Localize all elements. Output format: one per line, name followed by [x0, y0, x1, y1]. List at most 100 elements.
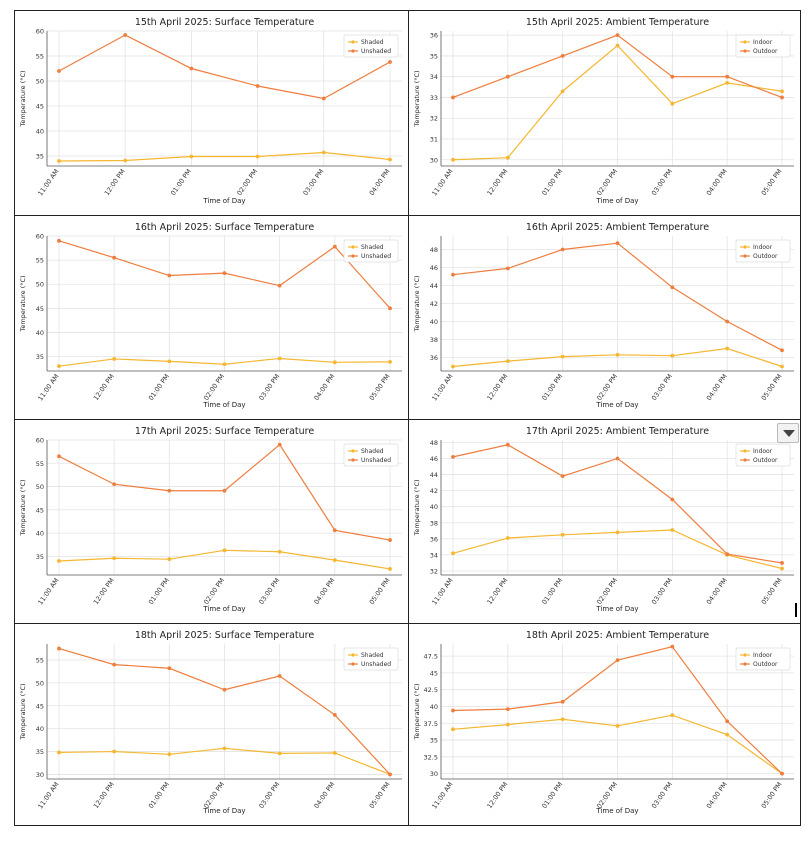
x-tick-label: 05:00 PM [760, 373, 784, 402]
y-tick-label: 42.5 [424, 686, 438, 694]
legend-marker [743, 458, 747, 462]
data-point [560, 54, 565, 58]
x-tick-label: 12:00 PM [486, 168, 510, 197]
data-point [615, 33, 620, 38]
y-tick-label: 44 [430, 471, 438, 479]
x-tick-label: 02:00 PM [202, 781, 226, 810]
y-tick-label: 40 [36, 530, 44, 538]
chart-cell: 18th April 2025: Ambient Temperature 30 32… [409, 624, 800, 825]
data-point [388, 157, 392, 162]
data-point [388, 306, 392, 311]
line-chart: 16th April 2025: Surface Temperature 35 40… [19, 222, 402, 409]
data-point [615, 352, 620, 357]
legend-label: Unshaded [361, 48, 391, 55]
legend-marker [743, 40, 747, 44]
y-tick-label: 40 [36, 128, 44, 136]
x-axis-label: Time of Day [202, 605, 245, 613]
data-point [670, 497, 675, 502]
x-tick-label: 01:00 PM [540, 781, 564, 810]
y-axis-label: Temperature (°C) [19, 683, 27, 740]
dropdown-arrow-button[interactable] [777, 423, 799, 443]
legend-marker [351, 49, 355, 53]
data-point [321, 150, 326, 155]
y-tick-label: 60 [36, 28, 44, 36]
y-tick-label: 36 [430, 535, 438, 543]
data-point [57, 559, 61, 563]
data-point [112, 662, 117, 667]
chart-title: 17th April 2025: Surface Temperature [135, 426, 315, 437]
y-tick-label: 45 [430, 669, 438, 677]
data-point [725, 552, 730, 557]
data-point [222, 271, 227, 276]
data-point [222, 548, 227, 553]
data-point [167, 273, 172, 278]
x-axis-label: Time of Day [202, 197, 245, 205]
data-point [112, 749, 117, 754]
line-chart: 15th April 2025: Surface Temperature 35 40… [19, 17, 402, 205]
data-point [451, 364, 455, 369]
x-tick-label: 04:00 PM [313, 373, 337, 402]
x-axis-label: Time of Day [202, 401, 245, 409]
x-tick-label: 02:00 PM [595, 373, 619, 402]
x-tick-label: 01:00 PM [540, 373, 564, 402]
data-point [725, 319, 730, 324]
data-point [780, 364, 784, 369]
x-tick-label: 05:00 PM [368, 577, 392, 606]
x-tick-label: 05:00 PM [760, 168, 784, 197]
y-tick-label: 60 [36, 233, 44, 241]
chart-cell: 17th April 2025: Ambient Temperature 32 34… [409, 420, 800, 623]
data-point [123, 158, 128, 163]
data-point [57, 238, 61, 243]
y-tick-label: 40 [430, 318, 438, 326]
data-point [167, 666, 172, 671]
x-tick-label: 12:00 PM [92, 577, 116, 606]
data-point [388, 567, 392, 571]
x-tick-label: 12:00 PM [92, 373, 116, 402]
y-tick-label: 34 [430, 551, 438, 559]
y-tick-label: 44 [430, 282, 438, 290]
y-tick-label: 48 [430, 246, 438, 254]
x-tick-label: 05:00 PM [368, 781, 392, 810]
y-tick-label: 30 [430, 770, 438, 778]
data-point [615, 724, 620, 728]
legend-marker [743, 653, 747, 657]
data-point [505, 442, 510, 447]
chart-cell: 15th April 2025: Ambient Temperature 30 31… [409, 11, 800, 215]
x-tick-label: 12:00 PM [486, 781, 510, 810]
x-tick-label: 03:00 PM [257, 373, 281, 402]
legend-label: Outdoor [753, 457, 778, 464]
data-point [277, 674, 282, 678]
y-tick-label: 55 [36, 53, 44, 61]
data-point [123, 33, 128, 37]
y-tick-label: 50 [36, 78, 44, 86]
x-tick-label: 05:00 PM [760, 577, 784, 606]
y-tick-label: 34 [430, 73, 438, 81]
data-point [57, 364, 61, 369]
row-divider [15, 419, 800, 420]
data-point [451, 272, 455, 277]
y-tick-label: 48 [430, 439, 438, 447]
data-point [780, 561, 784, 565]
data-point [332, 360, 337, 365]
x-tick-label: 02:00 PM [202, 577, 226, 606]
data-point [332, 751, 337, 755]
series-line [58, 151, 391, 162]
x-axis-label: Time of Day [595, 197, 638, 205]
data-point [451, 727, 455, 732]
chart-title: 16th April 2025: Surface Temperature [135, 222, 315, 233]
legend-label: Shaded [361, 244, 384, 251]
line-chart: 16th April 2025: Ambient Temperature 36 38… [413, 222, 794, 409]
y-tick-label: 40 [36, 725, 44, 733]
series-line [58, 34, 391, 100]
data-point [560, 532, 565, 537]
legend-label: Unshaded [361, 253, 391, 260]
x-tick-label: 11:00 AM [36, 168, 60, 198]
x-tick-label: 01:00 PM [147, 781, 171, 810]
y-axis-label: Temperature (°C) [19, 70, 27, 127]
y-tick-label: 55 [36, 460, 44, 468]
x-tick-label: 11:00 AM [430, 168, 454, 198]
data-point [670, 644, 675, 649]
legend-label: Indoor [753, 244, 773, 251]
data-point [112, 357, 117, 361]
x-tick-label: 04:00 PM [368, 168, 392, 197]
